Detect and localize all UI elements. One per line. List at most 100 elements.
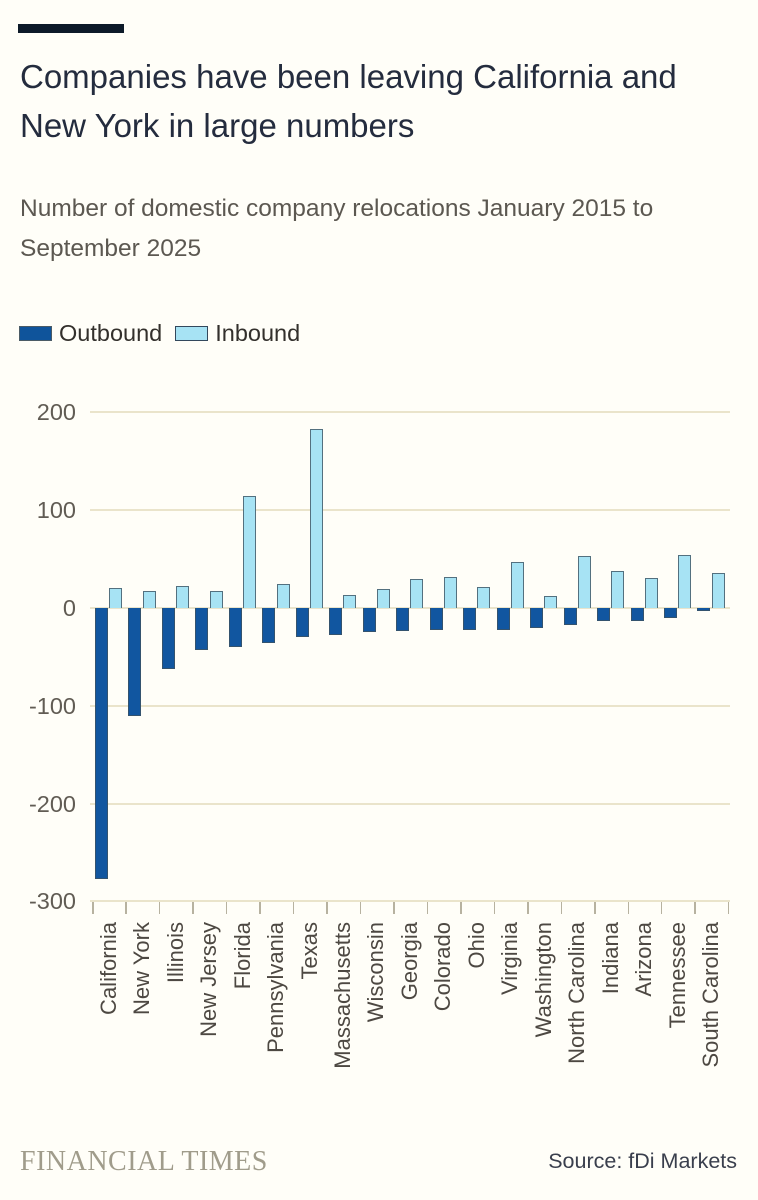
chart-title-line2: New York in large numbers	[20, 107, 415, 144]
x-axis-tick-15	[594, 902, 596, 914]
gridline-200	[90, 411, 730, 414]
bar-outbound-north-carolina	[563, 608, 577, 625]
x-axis-tick-3	[192, 902, 194, 914]
x-axis-tick-6	[292, 902, 295, 914]
legend-swatch-inbound-icon	[175, 326, 209, 341]
bar-inbound-florida	[243, 496, 257, 608]
legend: Outbound Inbound	[19, 320, 300, 347]
bar-outbound-arizona	[630, 608, 644, 621]
x-label-new-jersey: New Jersey	[196, 922, 222, 1037]
chart-subtitle-line1: Number of domestic company relocations J…	[20, 195, 654, 222]
y-tick-label--100: -100	[28, 692, 76, 719]
legend-label-outbound: Outbound	[59, 320, 163, 346]
x-label-arizona: Arizona	[631, 922, 657, 997]
x-label-massachusetts: Massachusetts	[330, 922, 356, 1069]
bar-outbound-indiana	[597, 608, 611, 621]
bar-outbound-south-carolina	[697, 608, 711, 611]
bar-inbound-wisconsin	[376, 589, 390, 608]
x-label-illinois: Illinois	[162, 922, 188, 984]
bar-inbound-illinois	[176, 586, 190, 608]
y-tick-label-200: 200	[36, 399, 76, 426]
chart-title: Companies have been leaving California a…	[20, 52, 736, 150]
legend-item-outbound: Outbound	[19, 320, 162, 347]
source-attribution: Source: fDi Markets	[548, 1149, 737, 1173]
x-axis-tick-17	[660, 902, 663, 914]
x-axis-tick-8	[359, 902, 362, 914]
legend-swatch-outbound-icon	[19, 326, 52, 341]
y-tick-label-0: 0	[62, 595, 76, 621]
x-label-new-york: New York	[129, 922, 155, 1015]
y-tick-label--200: -200	[28, 790, 76, 817]
gridline-100	[90, 509, 730, 512]
ft-logo-text: FINANCIAL TIMES	[20, 1146, 268, 1177]
x-axis-tick-1	[125, 902, 127, 914]
x-label-washington: Washington	[530, 922, 556, 1038]
x-label-texas: Texas	[296, 922, 322, 980]
bar-inbound-indiana	[611, 571, 625, 608]
bar-outbound-new-york	[128, 608, 142, 716]
bar-inbound-new-jersey	[209, 591, 223, 608]
gridline--100	[90, 704, 730, 707]
bar-inbound-arizona	[644, 578, 658, 608]
x-axis-tick-5	[259, 902, 261, 914]
bar-outbound-colorado	[429, 608, 443, 630]
bar-outbound-georgia	[396, 608, 410, 631]
bar-outbound-florida	[228, 608, 242, 647]
x-axis-tick-7	[326, 902, 328, 914]
bar-inbound-colorado	[443, 577, 457, 608]
bar-inbound-virginia	[510, 562, 524, 608]
gridline-0	[90, 607, 730, 609]
bar-outbound-ohio	[463, 608, 477, 630]
gridline--200	[90, 802, 730, 805]
y-tick-label-100: 100	[36, 497, 76, 524]
bar-outbound-washington	[530, 608, 544, 628]
x-axis-tick-10	[426, 902, 429, 914]
x-label-wisconsin: Wisconsin	[363, 922, 389, 1023]
bar-outbound-tennessee	[663, 608, 677, 618]
x-label-florida: Florida	[229, 922, 255, 990]
x-axis-tick-19	[727, 902, 730, 914]
title-accent-bar	[18, 24, 124, 33]
chart-subtitle: Number of domestic company relocations J…	[20, 189, 736, 269]
x-label-north-carolina: North Carolina	[564, 922, 590, 1064]
bar-inbound-ohio	[477, 587, 491, 608]
x-label-georgia: Georgia	[396, 922, 422, 1001]
bar-outbound-california	[95, 608, 108, 879]
bar-inbound-georgia	[410, 579, 424, 608]
bar-outbound-virginia	[496, 608, 510, 630]
x-label-pennsylvania: Pennsylvania	[263, 922, 289, 1053]
bar-inbound-massachusetts	[343, 595, 357, 608]
x-label-virginia: Virginia	[497, 922, 523, 995]
bar-inbound-texas	[310, 429, 324, 608]
x-axis-tick-4	[225, 902, 228, 914]
x-axis-tick-0	[92, 902, 94, 914]
x-axis-tick-9	[393, 902, 395, 914]
bar-outbound-texas	[295, 608, 309, 637]
bar-inbound-washington	[544, 596, 558, 608]
bar-inbound-pennsylvania	[276, 584, 290, 608]
bar-inbound-north-carolina	[577, 556, 591, 608]
x-label-colorado: Colorado	[430, 922, 456, 1012]
bar-outbound-pennsylvania	[262, 608, 276, 643]
x-axis-tick-18	[694, 902, 696, 914]
legend-label-inbound: Inbound	[215, 320, 301, 346]
x-axis-tick-12	[493, 902, 496, 914]
x-axis-tick-14	[560, 902, 563, 914]
x-label-south-carolina: South Carolina	[698, 922, 724, 1068]
x-axis-tick-11	[460, 902, 462, 914]
y-tick-label--300: -300	[28, 888, 76, 915]
chart-subtitle-line2: September 2025	[20, 235, 202, 262]
x-axis-tick-2	[158, 902, 161, 914]
bar-inbound-tennessee	[678, 555, 692, 608]
gridline--300	[90, 900, 730, 903]
x-label-california: California	[95, 922, 121, 1015]
bar-outbound-new-jersey	[195, 608, 209, 650]
x-axis-tick-13	[527, 902, 529, 914]
x-axis-tick-16	[627, 902, 630, 914]
x-label-ohio: Ohio	[463, 922, 489, 969]
x-label-indiana: Indiana	[597, 922, 623, 995]
x-label-tennessee: Tennessee	[664, 922, 690, 1029]
bar-inbound-california	[109, 588, 123, 608]
